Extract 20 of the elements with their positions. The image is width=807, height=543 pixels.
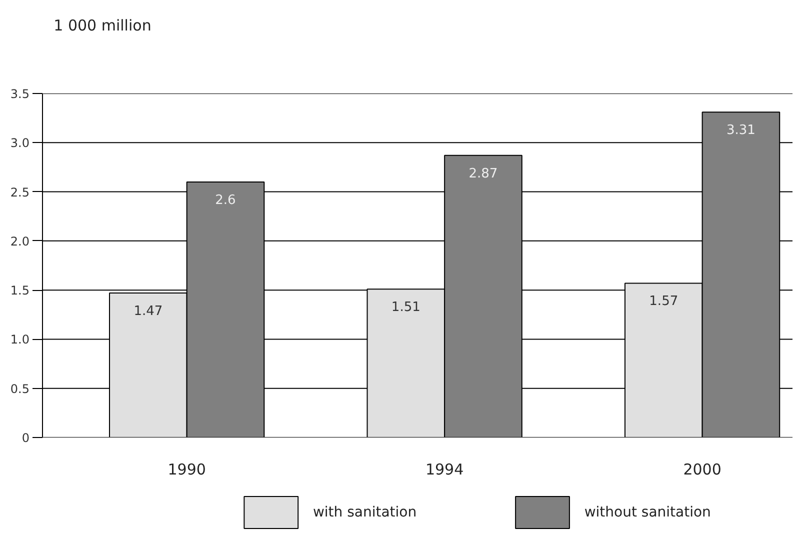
data-label: 3.31 xyxy=(726,123,756,138)
data-label: 2.6 xyxy=(215,192,236,208)
y-tick-label: 3.5 xyxy=(10,87,30,101)
y-tick-label: 1.5 xyxy=(10,284,30,298)
y-tick-label: 0 xyxy=(22,431,30,445)
y-axis-title: 1 000 million xyxy=(54,16,152,34)
y-tick-label: 2.0 xyxy=(10,234,30,248)
legend-label: with sanitation xyxy=(312,504,417,520)
y-tick-label: 3.0 xyxy=(10,136,30,150)
x-tick-label: 2000 xyxy=(683,460,722,478)
data-label: 1.57 xyxy=(649,294,678,310)
y-tick-label: 1.0 xyxy=(10,332,30,347)
y-tick-label: 0.5 xyxy=(10,382,30,396)
data-label: 1.47 xyxy=(134,304,163,320)
legend-label: without sanitation xyxy=(584,504,711,520)
data-label: 1.51 xyxy=(391,300,420,316)
x-tick-label: 1994 xyxy=(425,460,464,478)
data-label: 2.87 xyxy=(468,166,498,182)
x-tick-label: 1990 xyxy=(168,460,206,478)
y-tick-label: 2.5 xyxy=(10,185,30,200)
